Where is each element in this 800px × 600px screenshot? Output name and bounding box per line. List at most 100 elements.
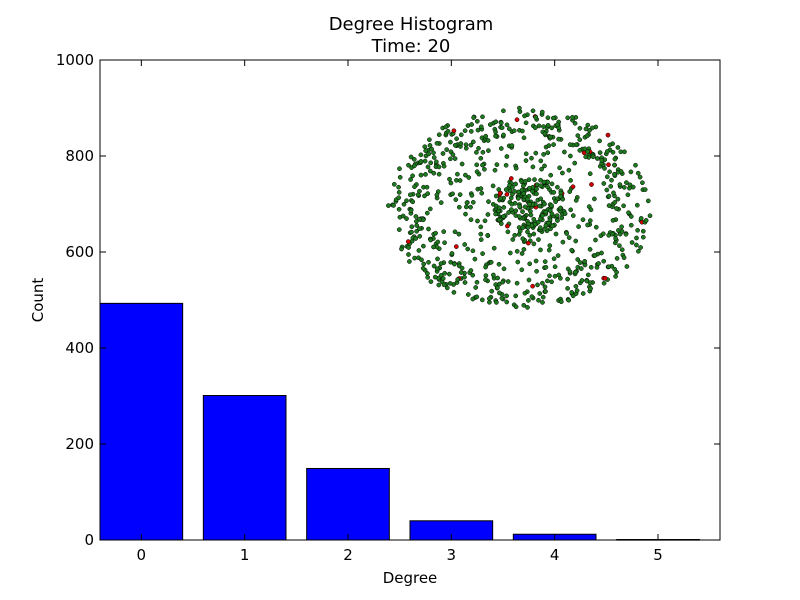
network-node: [431, 263, 437, 269]
network-node: [436, 132, 442, 138]
network-node: [566, 167, 572, 173]
network-node: [468, 217, 474, 223]
network-node: [480, 149, 486, 155]
network-node: [509, 201, 515, 207]
network-node: [550, 223, 556, 229]
network-node: [562, 211, 568, 217]
network-node-highlight: [453, 244, 459, 249]
network-node: [609, 177, 614, 183]
network-node: [539, 166, 544, 172]
network-node: [504, 154, 510, 159]
network-node: [534, 186, 539, 192]
network-node: [459, 161, 465, 167]
network-node: [427, 143, 433, 148]
network-node: [577, 125, 583, 131]
network-node: [480, 114, 485, 120]
network-node: [545, 115, 551, 121]
network-node: [465, 292, 471, 297]
network-node: [549, 125, 555, 131]
x-tick-label: 4: [550, 546, 560, 564]
network-node: [551, 190, 557, 195]
network-node: [411, 157, 417, 162]
network-node: [391, 203, 396, 208]
y-tick-label: 400: [65, 339, 94, 357]
network-node: [468, 129, 474, 134]
network-node: [427, 206, 433, 212]
network-node: [633, 162, 638, 168]
network-node: [525, 305, 530, 310]
network-node: [417, 233, 423, 239]
network-node: [570, 114, 575, 120]
network-node: [553, 231, 559, 237]
network-node: [568, 153, 573, 159]
network-node: [396, 184, 401, 190]
network-node: [473, 285, 479, 290]
network-node: [640, 228, 646, 234]
network-node: [452, 156, 458, 161]
network-node-highlight: [405, 239, 411, 244]
network-node: [470, 139, 476, 145]
network-node: [558, 299, 564, 305]
network-node: [436, 164, 442, 170]
network-node: [555, 184, 560, 190]
network-node: [478, 124, 484, 130]
network-node: [408, 154, 414, 160]
network-node: [482, 166, 487, 172]
network-node: [434, 140, 440, 146]
network-node: [623, 231, 629, 237]
network-node: [501, 205, 507, 210]
network-node: [601, 181, 607, 186]
network-node: [495, 285, 500, 291]
network-node: [558, 193, 563, 199]
network-node: [542, 131, 548, 137]
network-node: [566, 235, 572, 240]
network-node: [493, 133, 498, 139]
network-node: [618, 149, 624, 155]
network-node: [600, 231, 606, 237]
network-node: [457, 192, 463, 197]
network-node: [566, 297, 572, 303]
network-node: [549, 279, 554, 285]
y-tick-label: 1000: [56, 51, 94, 69]
network-node: [552, 273, 558, 279]
network-node: [523, 151, 529, 157]
network-node: [531, 231, 537, 237]
network-node: [621, 185, 627, 190]
network-node: [448, 180, 454, 186]
network-node: [428, 279, 434, 284]
network-node: [522, 179, 528, 184]
network-node: [470, 272, 476, 278]
network-node: [486, 296, 492, 301]
network-node: [449, 251, 455, 256]
network-node: [494, 300, 499, 305]
network-node: [578, 266, 584, 271]
network-node: [542, 201, 547, 207]
network-node: [423, 148, 429, 154]
network-node: [404, 216, 409, 221]
network-node: [408, 207, 414, 213]
network-node: [521, 135, 527, 141]
network-node: [426, 151, 432, 157]
network-node: [520, 209, 525, 214]
network-node: [397, 174, 403, 180]
x-tick-label: 2: [343, 546, 353, 564]
network-node: [464, 200, 470, 206]
network-node: [621, 203, 626, 209]
network-node: [478, 237, 484, 242]
network-node: [486, 199, 491, 204]
network-node: [585, 122, 591, 128]
network-node: [606, 193, 612, 199]
network-node: [599, 158, 605, 163]
network-node: [480, 162, 485, 168]
network-node: [607, 169, 612, 175]
network-node: [634, 202, 640, 208]
network-node: [433, 159, 439, 165]
network-node: [530, 188, 535, 194]
network-node: [499, 295, 505, 301]
network-node: [597, 150, 603, 155]
network-node: [520, 183, 526, 189]
network-node: [422, 193, 427, 199]
network-node: [470, 296, 476, 302]
network-node: [420, 265, 426, 271]
